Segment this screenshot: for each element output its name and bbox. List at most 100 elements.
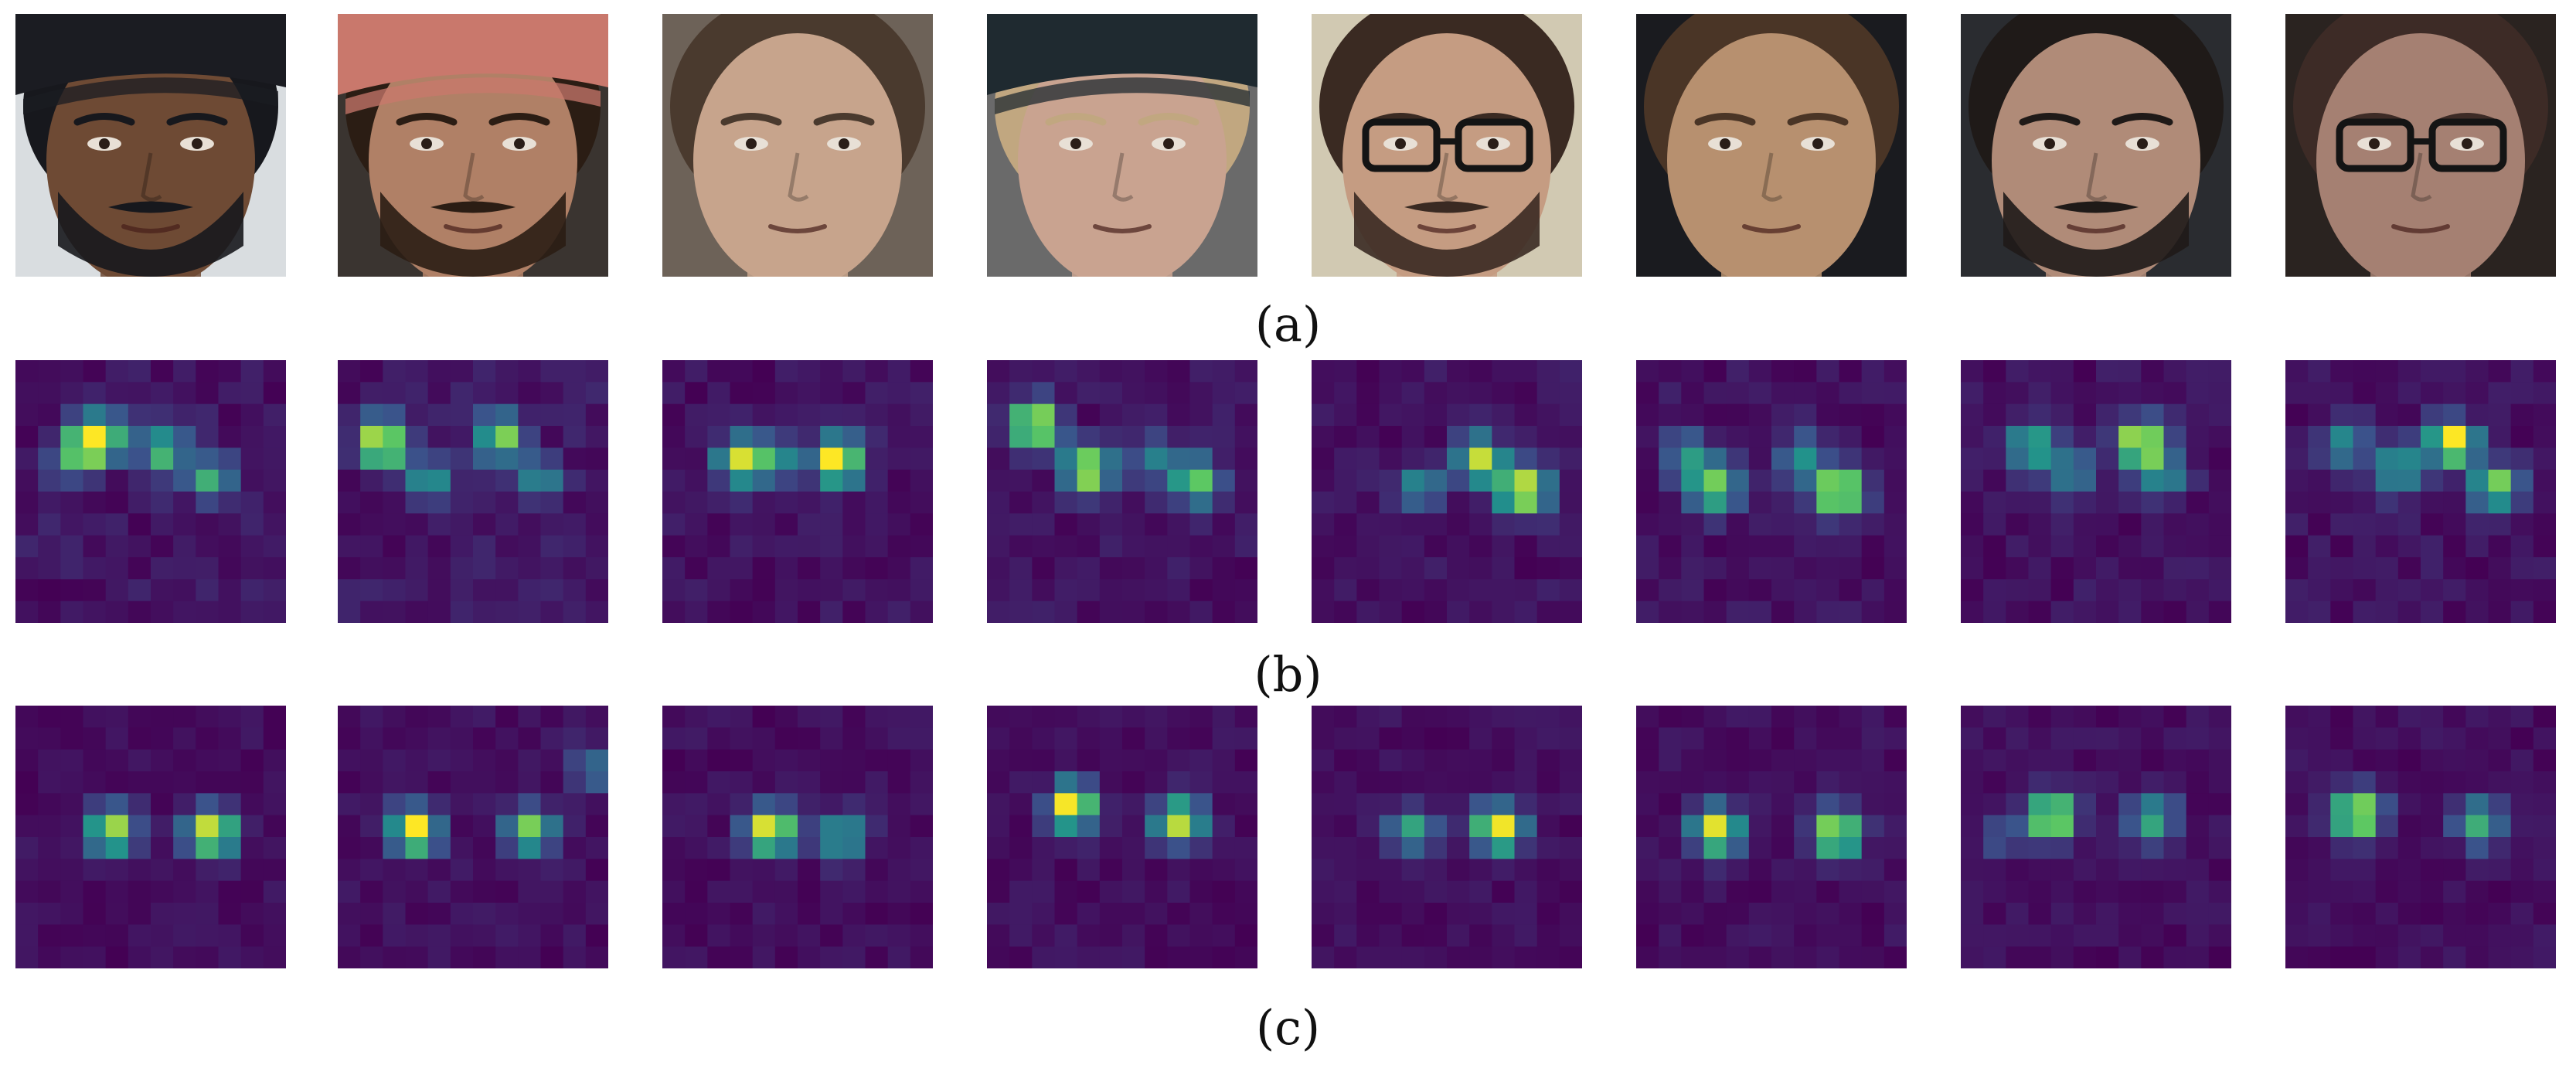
heatmap-cell bbox=[2186, 706, 2210, 728]
heatmap-cell bbox=[1839, 727, 1863, 750]
heatmap-cell bbox=[1189, 403, 1213, 427]
heatmap-cell bbox=[105, 513, 129, 536]
heatmap-cell bbox=[1122, 557, 1145, 580]
heatmap-cell bbox=[2330, 557, 2354, 580]
heatmap-cell bbox=[1726, 579, 1750, 602]
heatmap-cell bbox=[383, 426, 407, 448]
heatmap-cell bbox=[2421, 946, 2444, 968]
heatmap-cell bbox=[2096, 859, 2119, 882]
heatmap-cell bbox=[1234, 837, 1257, 859]
heatmap-cell bbox=[1861, 426, 1885, 448]
heatmap-cell bbox=[450, 859, 474, 882]
heatmap-cell bbox=[15, 859, 39, 882]
heatmap-cell bbox=[1794, 557, 1817, 580]
heatmap-cell bbox=[1861, 469, 1885, 492]
heatmap-cell bbox=[196, 903, 219, 925]
heatmap-cell bbox=[1334, 579, 1357, 602]
heatmap-cell bbox=[2208, 382, 2231, 405]
heatmap-cell bbox=[60, 946, 84, 968]
heatmap-cell bbox=[1447, 492, 1470, 514]
heatmap-cell bbox=[495, 815, 519, 838]
heatmap-cell bbox=[1356, 513, 1380, 536]
heatmap-cell bbox=[1492, 513, 1516, 536]
heatmap-cell bbox=[1099, 360, 1123, 383]
heatmap-cell bbox=[707, 579, 731, 602]
heatmap-cell bbox=[2421, 426, 2444, 448]
heatmap-cell bbox=[405, 727, 429, 750]
heatmap-cell bbox=[752, 492, 776, 514]
heatmap-cell bbox=[798, 815, 821, 838]
heatmap-cell bbox=[473, 601, 496, 623]
heatmap-cell bbox=[196, 492, 219, 514]
heatmap-cell bbox=[842, 880, 866, 903]
heatmap-cell bbox=[405, 579, 429, 602]
heatmap-cell bbox=[1636, 469, 1659, 492]
heatmap-cell bbox=[1983, 557, 2006, 580]
heatmap-cell bbox=[383, 601, 407, 623]
heatmap-cell bbox=[338, 492, 361, 514]
heatmap-cell bbox=[1379, 771, 1403, 794]
heatmap-cell bbox=[1212, 880, 1236, 903]
heatmap-cell bbox=[15, 382, 39, 405]
heatmap-cell bbox=[1703, 513, 1727, 536]
heatmap-cell bbox=[1861, 771, 1885, 794]
heatmap-cell bbox=[405, 771, 429, 794]
heatmap-cell bbox=[338, 793, 361, 816]
heatmap-cell bbox=[151, 426, 174, 448]
heatmap-cell bbox=[2028, 601, 2052, 623]
heatmap-cell bbox=[1212, 706, 1236, 728]
heatmap-cell bbox=[240, 447, 264, 471]
heatmap-cell bbox=[38, 837, 61, 859]
heatmap-cell bbox=[1054, 557, 1078, 580]
heatmap-cell bbox=[1771, 859, 1795, 882]
heatmap-cell bbox=[383, 903, 407, 925]
heatmap-cell bbox=[1234, 447, 1257, 471]
heatmap-cell bbox=[2330, 706, 2354, 728]
heatmap-cell bbox=[38, 859, 61, 882]
heatmap-cell bbox=[1469, 793, 1492, 816]
heatmap-cell bbox=[173, 771, 196, 794]
heatmap-cell bbox=[2073, 469, 2097, 492]
heatmap-cell bbox=[2096, 382, 2119, 405]
panel-b-heatmap-grid bbox=[15, 360, 286, 623]
heatmap-cell bbox=[1771, 492, 1795, 514]
heatmap-cell bbox=[2353, 880, 2377, 903]
heatmap-cell bbox=[2330, 447, 2354, 471]
heatmap-cell bbox=[540, 513, 564, 536]
heatmap-cell bbox=[842, 727, 866, 750]
heatmap-cell bbox=[563, 426, 587, 448]
heatmap-cell bbox=[105, 924, 129, 948]
heatmap-cell bbox=[473, 535, 496, 558]
heatmap-cell bbox=[2510, 557, 2534, 580]
heatmap-cell bbox=[2050, 880, 2074, 903]
heatmap-cell bbox=[2330, 727, 2354, 750]
heatmap-cell bbox=[540, 880, 564, 903]
heatmap-cell bbox=[1839, 793, 1863, 816]
heatmap-cell bbox=[2028, 706, 2052, 728]
heatmap-cell bbox=[1122, 426, 1145, 448]
heatmap-cell bbox=[1334, 535, 1357, 558]
heatmap-cell bbox=[1234, 706, 1257, 728]
heatmap-cell bbox=[2375, 469, 2399, 492]
panel-b-heatmap-4 bbox=[987, 360, 1257, 623]
heatmap-cell bbox=[1492, 946, 1516, 968]
heatmap-cell bbox=[685, 924, 708, 948]
heatmap-cell bbox=[495, 447, 519, 471]
heatmap-cell bbox=[38, 771, 61, 794]
heatmap-cell bbox=[38, 903, 61, 925]
heatmap-cell bbox=[450, 403, 474, 427]
heatmap-cell bbox=[1861, 793, 1885, 816]
heatmap-cell bbox=[1961, 513, 1984, 536]
heatmap-cell bbox=[2308, 880, 2331, 903]
heatmap-cell bbox=[752, 793, 776, 816]
heatmap-cell bbox=[2375, 706, 2399, 728]
heatmap-cell bbox=[1447, 727, 1470, 750]
heatmap-cell bbox=[2510, 360, 2534, 383]
heatmap-cell bbox=[218, 513, 242, 536]
heatmap-cell bbox=[820, 706, 843, 728]
heatmap-cell bbox=[1659, 426, 1682, 448]
heatmap-cell bbox=[1884, 492, 1907, 514]
heatmap-cell bbox=[218, 727, 242, 750]
heatmap-cell bbox=[1536, 469, 1560, 492]
heatmap-cell bbox=[540, 403, 564, 427]
